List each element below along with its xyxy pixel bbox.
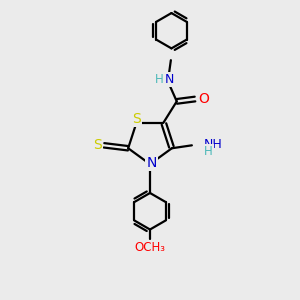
Text: H: H <box>155 74 164 86</box>
Text: H: H <box>204 145 213 158</box>
Text: N: N <box>146 156 157 170</box>
Text: OCH₃: OCH₃ <box>134 241 166 254</box>
Text: S: S <box>132 112 141 126</box>
Text: N: N <box>165 74 174 86</box>
Text: O: O <box>198 92 209 106</box>
Text: NH: NH <box>204 138 223 151</box>
Text: S: S <box>93 138 102 152</box>
